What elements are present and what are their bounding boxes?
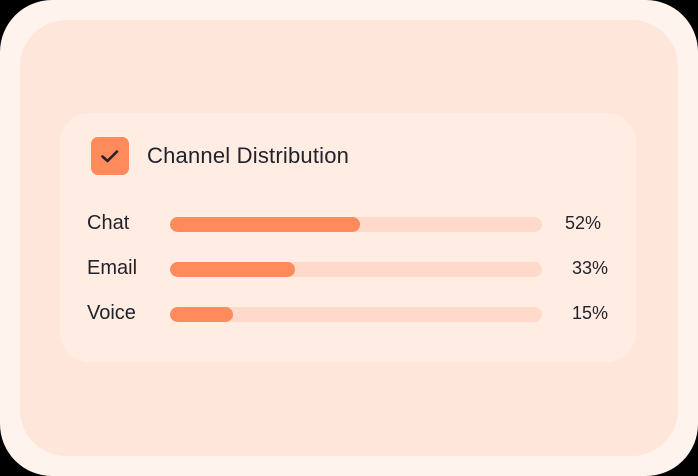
channel-row-email: Email 33% — [60, 255, 636, 285]
channel-percent: 15% — [571, 303, 608, 323]
channel-label: Chat — [87, 212, 130, 234]
checkbox[interactable] — [91, 137, 129, 175]
channel-percent: 52% — [564, 213, 601, 233]
channel-row-voice: Voice 15% — [60, 300, 636, 330]
channel-label: Email — [87, 257, 138, 279]
channel-distribution-card: Channel Distribution Chat 52% Email 33% … — [60, 113, 636, 362]
progress-track — [170, 307, 542, 322]
progress-fill — [170, 262, 295, 277]
card-title: Channel Distribution — [147, 143, 350, 168]
progress-track — [170, 217, 542, 232]
channel-percent: 33% — [571, 258, 608, 278]
channel-row-chat: Chat 52% — [60, 210, 636, 240]
progress-track — [170, 262, 542, 277]
channel-label: Voice — [87, 302, 136, 324]
progress-fill — [170, 217, 360, 232]
checkmark-icon — [101, 150, 119, 163]
progress-fill — [170, 307, 234, 322]
